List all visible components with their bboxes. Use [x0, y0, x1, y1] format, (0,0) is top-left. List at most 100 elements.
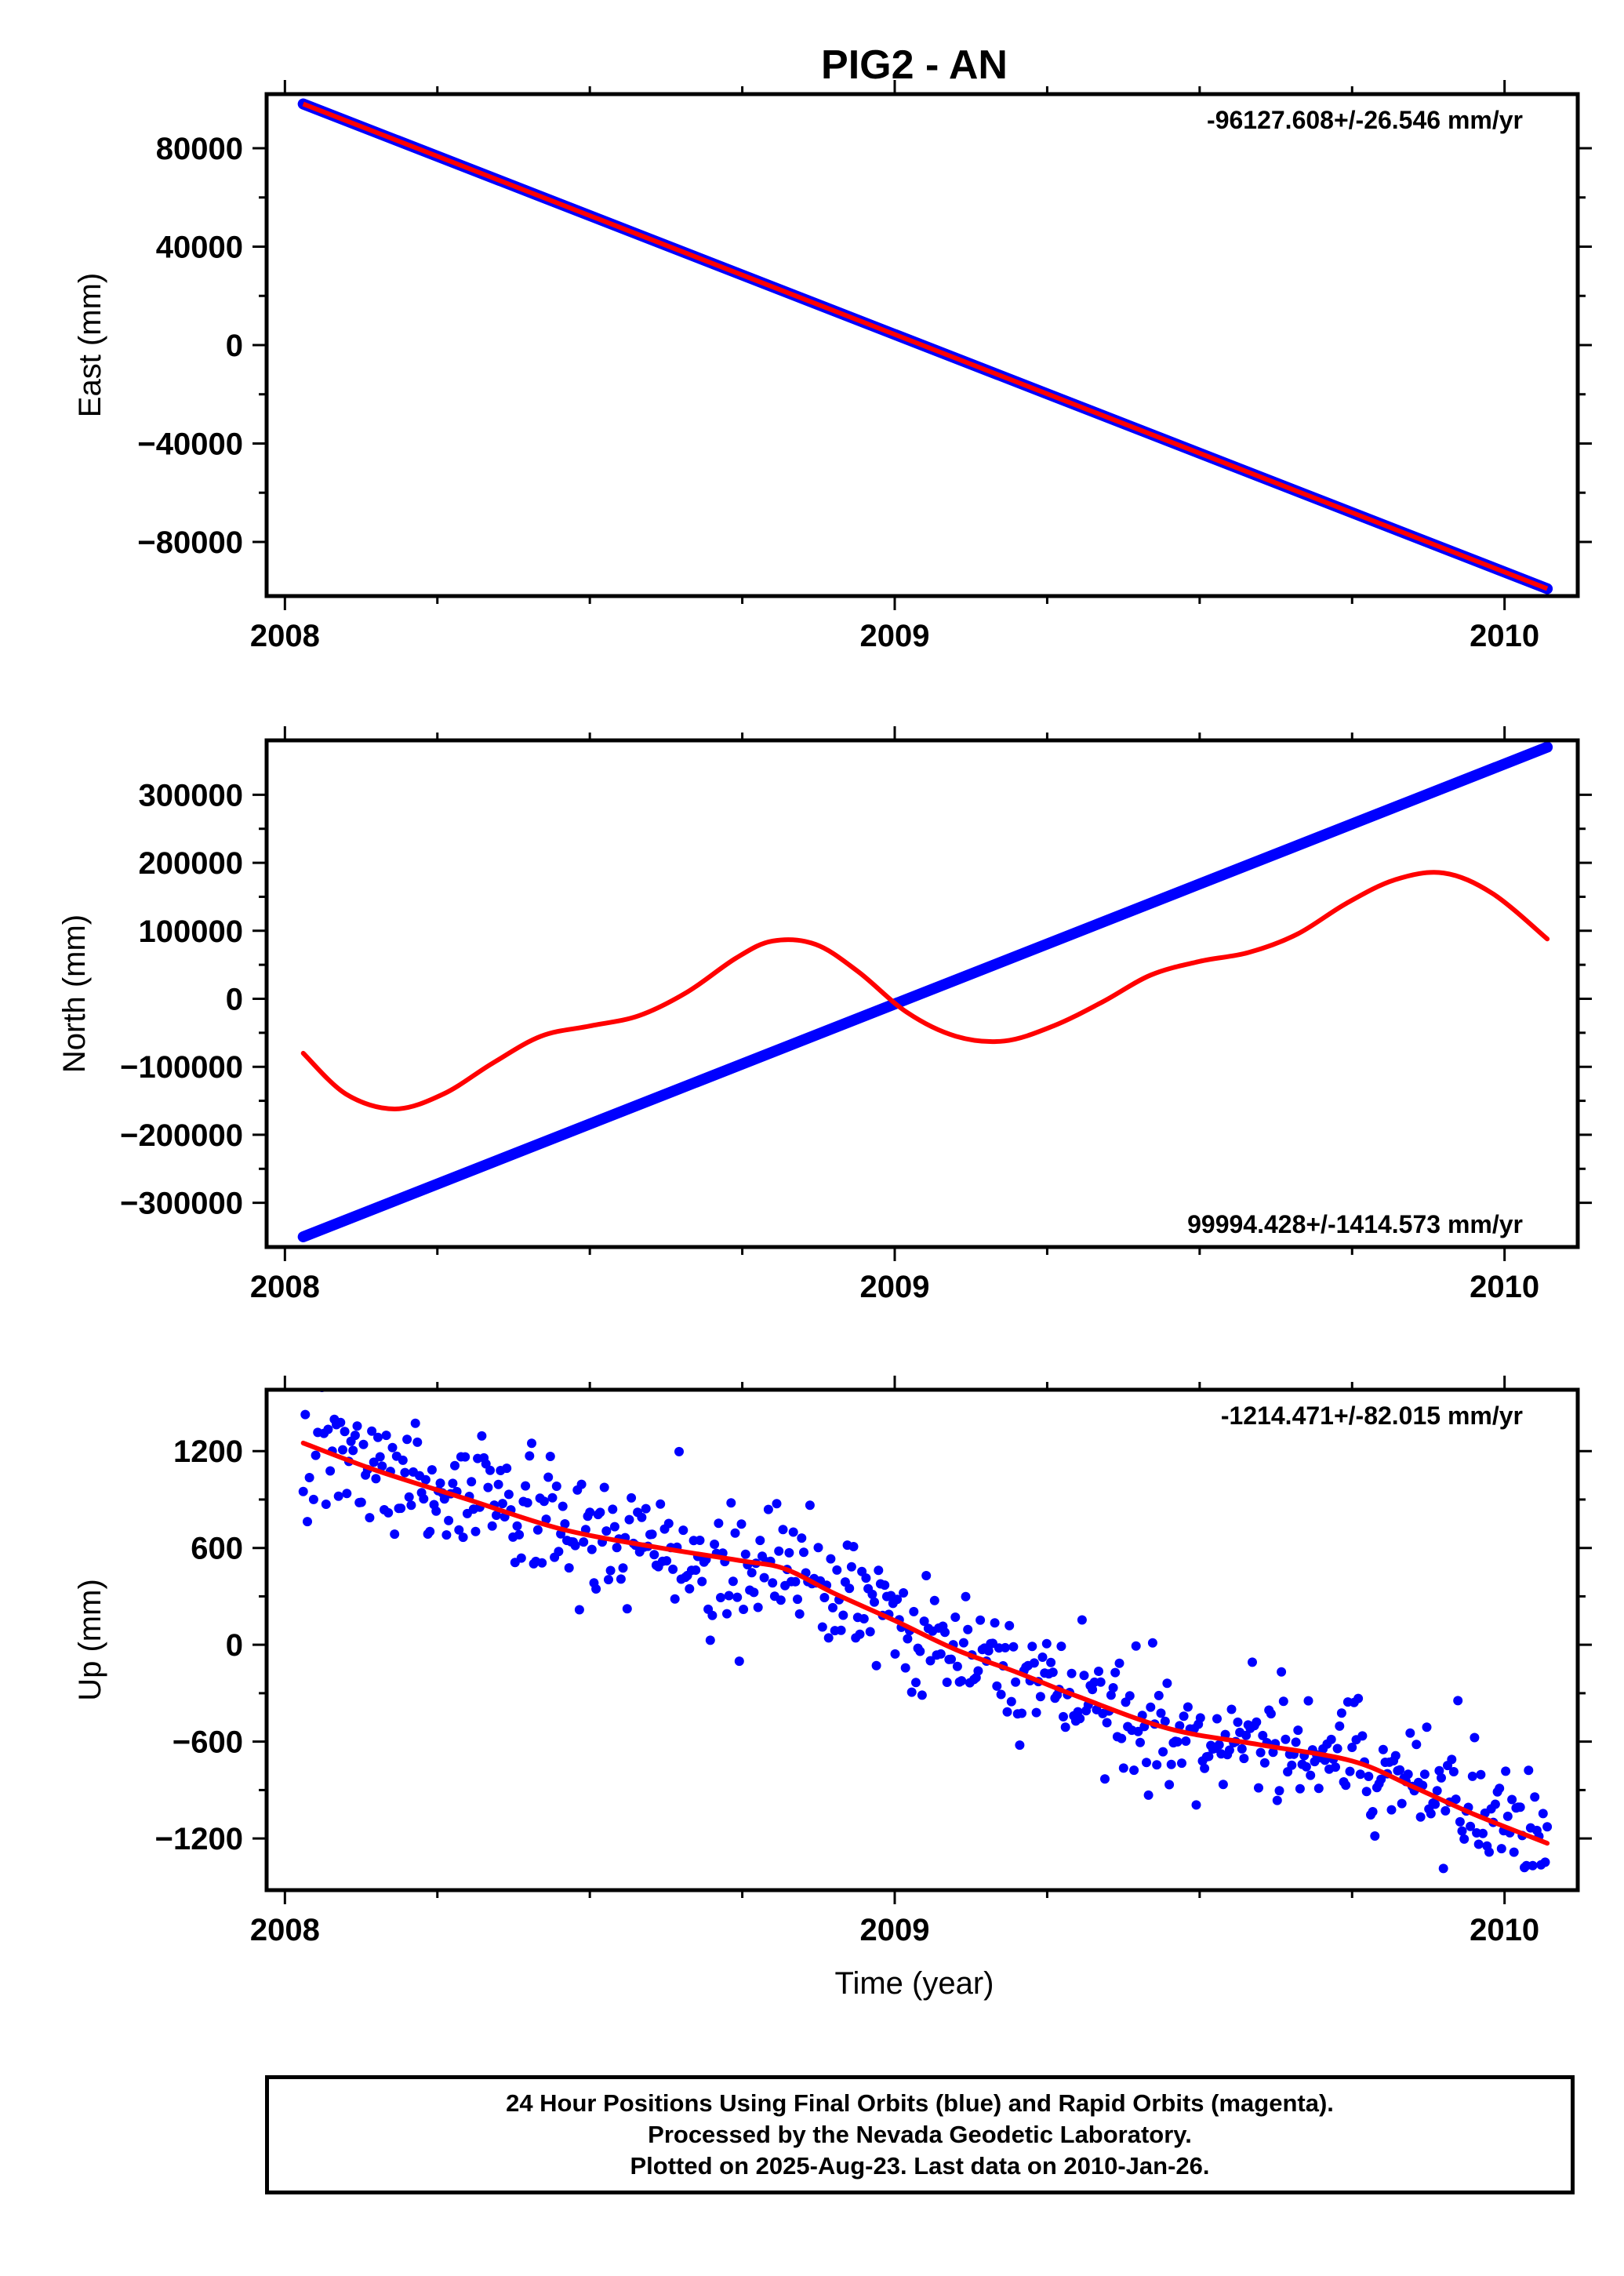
up-panel: 2008 2009 2010 −1200 −600 0 600 1200 Up (mm) -121…	[73, 1354, 1592, 1947]
data-point	[1395, 1765, 1405, 1775]
data-point	[990, 1618, 1000, 1628]
data-point	[419, 1494, 429, 1504]
y-tick-label: 300000	[139, 778, 243, 813]
data-point	[903, 1634, 913, 1644]
data-point	[1158, 1747, 1168, 1757]
data-point	[1046, 1657, 1056, 1667]
data-point	[539, 1496, 549, 1507]
data-point	[1530, 1792, 1540, 1802]
data-point	[1162, 1678, 1172, 1689]
x-axis-label: Time (year)	[835, 1966, 994, 2001]
rate-annotation: -96127.608+/-26.546 mm/yr	[1207, 106, 1523, 134]
data-point	[1287, 1760, 1297, 1770]
data-point	[929, 1595, 939, 1605]
data-point	[1066, 1668, 1077, 1678]
data-point	[1143, 1790, 1154, 1800]
data-point	[1100, 1774, 1110, 1784]
data-point	[493, 1479, 503, 1489]
data-point	[558, 1501, 568, 1511]
data-point	[749, 1587, 759, 1598]
y-tick-label: 600	[191, 1532, 243, 1566]
data-point	[846, 1562, 856, 1572]
data-point	[892, 1594, 903, 1605]
data-point	[996, 1689, 1006, 1700]
data-point	[307, 1354, 316, 1364]
data-point	[609, 1522, 619, 1532]
plot-area	[298, 1354, 1553, 1874]
data-point	[1056, 1642, 1066, 1652]
data-point	[1006, 1696, 1016, 1707]
data-point	[1181, 1736, 1191, 1746]
fit-line	[302, 101, 1549, 591]
data-point	[367, 1426, 377, 1436]
data-point	[695, 1536, 705, 1545]
data-point	[336, 1417, 346, 1427]
data-point	[373, 1432, 383, 1442]
data-point	[641, 1503, 651, 1514]
data-point	[1254, 1783, 1263, 1793]
data-point	[1496, 1844, 1506, 1854]
data-point	[867, 1589, 877, 1599]
data-point	[441, 1530, 452, 1540]
data-point	[477, 1431, 487, 1441]
x-tick-label: 2008	[250, 1913, 320, 1947]
data-point	[587, 1544, 597, 1554]
x-tick-label: 2009	[860, 1913, 930, 1947]
data-point	[420, 1474, 431, 1485]
data-point	[595, 1507, 605, 1518]
data-point	[739, 1605, 749, 1614]
data-point	[1447, 1754, 1457, 1765]
data-point	[755, 1536, 765, 1546]
data-point	[1524, 1765, 1534, 1776]
data-point	[788, 1527, 798, 1537]
data-point	[1017, 1708, 1026, 1718]
y-tick-label: 0	[226, 1628, 243, 1663]
fit-curve	[300, 870, 1550, 1112]
north-panel: 2008 2009 2010 −300000 −200000 −100000 0 100000…	[57, 726, 1592, 1304]
data-point	[522, 1498, 532, 1508]
x-tick-label: 2010	[1470, 619, 1539, 653]
data-point	[917, 1690, 927, 1700]
footer-line-2: Processed by the Nevada Geodetic Laborat…	[648, 2121, 1192, 2148]
data-point	[618, 1563, 628, 1573]
data-point	[1088, 1685, 1098, 1695]
data-point	[599, 1482, 609, 1492]
data-point	[365, 1513, 375, 1523]
data-point	[1005, 1620, 1015, 1631]
data-point	[838, 1610, 848, 1620]
data-point	[1502, 1811, 1513, 1821]
data-point	[1106, 1690, 1116, 1700]
x-tick-label: 2009	[860, 1270, 930, 1304]
data-point	[298, 1486, 308, 1496]
data-point	[308, 1494, 318, 1504]
data-point	[799, 1547, 808, 1558]
observations-series	[297, 741, 1553, 1242]
data-point	[1015, 1740, 1025, 1751]
data-point	[728, 1576, 738, 1587]
data-point	[865, 1627, 875, 1637]
data-point	[983, 1645, 994, 1656]
data-point	[547, 1492, 558, 1503]
data-point	[383, 1507, 394, 1518]
data-point	[691, 1565, 701, 1575]
data-point	[662, 1556, 672, 1566]
data-point	[823, 1633, 834, 1643]
data-point	[919, 1616, 929, 1627]
data-point	[1341, 1780, 1351, 1791]
data-point	[973, 1666, 983, 1676]
data-point	[1117, 1733, 1127, 1743]
data-point	[1108, 1683, 1118, 1692]
data-point	[674, 1446, 684, 1456]
data-point	[958, 1638, 968, 1648]
data-point	[716, 1593, 725, 1602]
data-point	[350, 1431, 360, 1441]
data-point	[1528, 1860, 1538, 1871]
data-point	[427, 1465, 437, 1475]
data-point	[1212, 1714, 1222, 1724]
data-point	[707, 1610, 718, 1620]
data-point	[325, 1466, 336, 1476]
data-point	[874, 1565, 884, 1576]
data-point	[1345, 1766, 1355, 1776]
data-point	[1448, 1767, 1459, 1776]
